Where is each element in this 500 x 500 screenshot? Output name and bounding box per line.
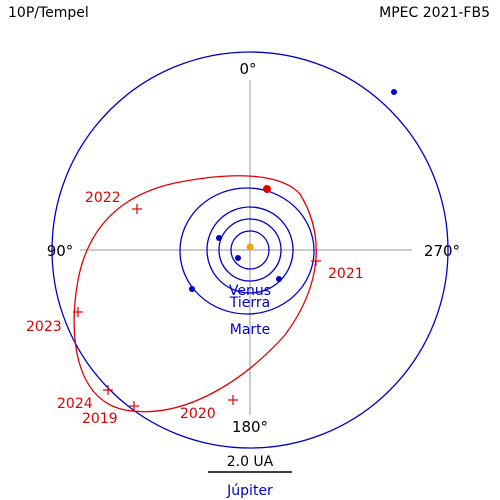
year-label-2020: 2020 (180, 406, 216, 422)
mercury-marker (235, 255, 241, 261)
comet-orbit (73, 175, 317, 413)
tick-2021 (311, 256, 321, 266)
angle-label-left: 90° (47, 242, 74, 260)
earth-marker (276, 276, 282, 282)
tick-2020 (228, 395, 238, 405)
axes (80, 80, 412, 415)
angle-label-bottom: 180° (232, 418, 268, 436)
venus-marker (216, 235, 222, 241)
object-name: 10P/Tempel (8, 5, 89, 21)
jupiter-marker (391, 89, 397, 95)
tick-2023 (73, 307, 83, 317)
mars-label: Marte (230, 322, 271, 338)
jupiter-orbit (51, 51, 449, 449)
tick-2019 (129, 401, 139, 411)
mars-marker (189, 286, 195, 292)
year-label-2024: 2024 (57, 396, 93, 412)
angle-label-right: 270° (424, 242, 460, 260)
tick-2022 (132, 204, 142, 214)
source-reference: MPEC 2021-FB5 (379, 5, 490, 21)
earth-orbit (206, 206, 294, 294)
earth-label: Tierra (229, 295, 270, 311)
mercury-orbit (230, 230, 270, 270)
year-label-2019: 2019 (82, 411, 118, 427)
venus-label: Venus (229, 283, 271, 299)
comet-marker (263, 185, 271, 193)
year-label-2023: 2023 (26, 319, 62, 335)
venus-orbit (218, 218, 282, 282)
year-label-2022: 2022 (85, 190, 121, 206)
jupiter-label: Júpiter (226, 483, 273, 499)
scale-label: 2.0 UA (227, 454, 274, 470)
year-label-2021: 2021 (328, 266, 364, 282)
comet-year-ticks (73, 204, 321, 411)
sun-marker (246, 243, 254, 251)
tick-2024 (103, 385, 113, 395)
angle-label-top: 0° (239, 60, 256, 78)
mars-orbit (179, 187, 315, 315)
